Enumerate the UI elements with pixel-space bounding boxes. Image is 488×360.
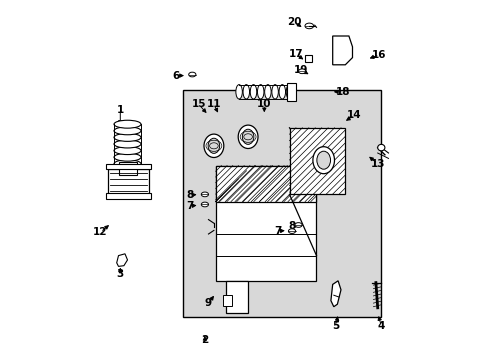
Text: 18: 18 — [336, 87, 350, 97]
Ellipse shape — [188, 72, 196, 77]
Bar — [107, 169, 149, 194]
Ellipse shape — [242, 129, 253, 144]
Bar — [226, 281, 247, 313]
Bar — [183, 90, 381, 317]
Ellipse shape — [257, 85, 264, 99]
Ellipse shape — [288, 229, 295, 234]
Text: 8: 8 — [288, 221, 295, 231]
Text: 2: 2 — [201, 335, 208, 345]
Ellipse shape — [114, 120, 141, 128]
Text: 3: 3 — [117, 269, 123, 279]
Bar — [286, 83, 295, 101]
Text: 1: 1 — [117, 105, 123, 115]
Ellipse shape — [271, 85, 278, 99]
Ellipse shape — [201, 202, 208, 207]
Text: 10: 10 — [257, 99, 271, 109]
Ellipse shape — [264, 85, 270, 99]
Bar — [223, 295, 231, 306]
Ellipse shape — [312, 147, 334, 174]
Text: 19: 19 — [294, 65, 308, 75]
Ellipse shape — [114, 127, 141, 135]
Ellipse shape — [285, 85, 292, 99]
Ellipse shape — [279, 85, 285, 99]
Ellipse shape — [316, 151, 330, 169]
Ellipse shape — [203, 134, 224, 158]
Ellipse shape — [114, 140, 141, 148]
Ellipse shape — [235, 85, 242, 99]
Ellipse shape — [377, 144, 384, 151]
Bar — [105, 193, 151, 199]
Ellipse shape — [114, 153, 141, 161]
Polygon shape — [332, 36, 352, 65]
Ellipse shape — [201, 192, 208, 197]
Text: 8: 8 — [186, 190, 193, 200]
Text: 16: 16 — [371, 50, 386, 60]
Text: 13: 13 — [370, 159, 384, 169]
Ellipse shape — [114, 134, 141, 141]
Ellipse shape — [208, 138, 219, 153]
Ellipse shape — [298, 69, 305, 74]
Bar — [215, 166, 316, 281]
Bar — [105, 164, 151, 169]
Text: 7: 7 — [186, 201, 193, 211]
Bar — [215, 166, 316, 202]
Ellipse shape — [243, 85, 249, 99]
Text: 4: 4 — [377, 321, 384, 331]
Text: 14: 14 — [346, 110, 361, 120]
Text: 11: 11 — [206, 99, 221, 109]
Bar — [305, 55, 311, 62]
Text: 5: 5 — [332, 321, 339, 331]
Text: 17: 17 — [288, 49, 303, 59]
Polygon shape — [330, 281, 340, 307]
Text: 20: 20 — [286, 17, 301, 27]
Text: 6: 6 — [172, 71, 180, 81]
Bar — [289, 128, 345, 194]
Text: 15: 15 — [191, 99, 205, 109]
Ellipse shape — [250, 85, 256, 99]
Ellipse shape — [305, 23, 313, 29]
Text: 9: 9 — [204, 298, 212, 308]
Text: 7: 7 — [274, 226, 281, 236]
Ellipse shape — [238, 125, 258, 149]
Ellipse shape — [114, 160, 141, 168]
Bar — [118, 162, 136, 175]
Text: 12: 12 — [93, 227, 107, 237]
Polygon shape — [117, 254, 127, 266]
Ellipse shape — [294, 222, 302, 228]
Ellipse shape — [114, 147, 141, 154]
